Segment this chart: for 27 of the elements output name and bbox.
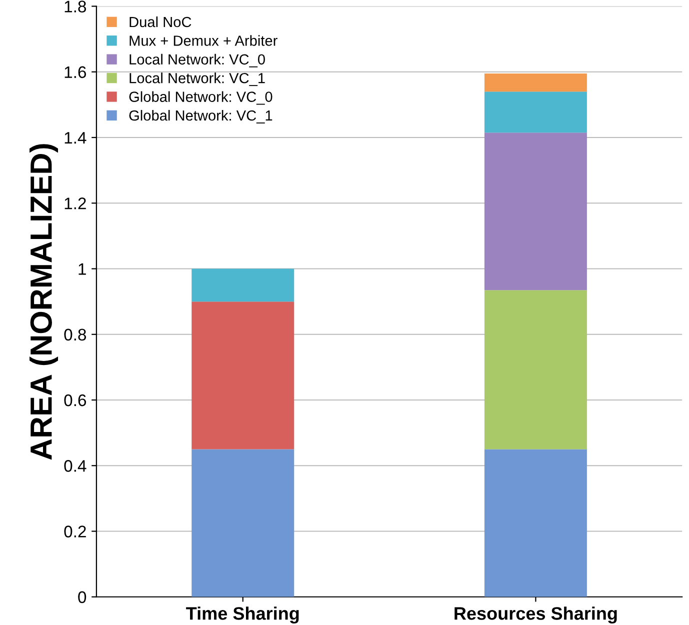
y-tick-label: 0.8 (64, 328, 86, 341)
legend-label: Global Network: VC_0 (129, 91, 272, 105)
y-tick-label: 1.2 (64, 198, 86, 210)
y-tick-label: 0.2 (64, 526, 86, 538)
legend-label: Local Network: VC_1 (130, 72, 265, 86)
y-tick-label: 0.4 (64, 460, 86, 472)
bar (192, 268, 294, 302)
y-tick-label: 0.6 (64, 394, 86, 406)
y-tick-label: 1.8 (64, 0, 86, 12)
legend-label: Global Network: VC_1 (129, 110, 272, 124)
y-tick-label: 1.4 (64, 132, 86, 144)
legend-label: Dual NoC (130, 16, 192, 28)
bar (192, 449, 294, 597)
bar (484, 92, 587, 133)
y-tick-label: 0 (78, 591, 86, 604)
y-axis-title: AREA (NORMALIZED) (30, 144, 58, 460)
legend-label: Local Network: VC_0 (130, 54, 265, 68)
bar (192, 302, 294, 450)
bar (484, 449, 587, 597)
bar (484, 290, 587, 450)
legend-label: Mux + Demux + Arbiter (130, 35, 278, 46)
bar (484, 132, 587, 290)
x-tick-label: Resources Sharing (454, 606, 617, 624)
bar (484, 74, 587, 92)
y-tick-label: 1 (78, 263, 86, 275)
x-tick-label: Time Sharing (186, 606, 299, 624)
y-tick-label: 1.6 (64, 66, 86, 78)
